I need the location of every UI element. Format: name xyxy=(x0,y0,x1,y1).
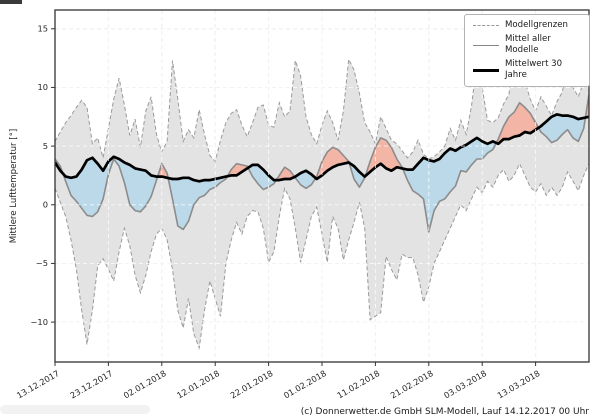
cold-anomaly-fill xyxy=(63,156,158,217)
screenshot-crop-artifact xyxy=(0,405,150,414)
x-tick-label: 13.12.2017 xyxy=(15,368,61,400)
legend-item-model-mean: Mittel aller Modelle xyxy=(473,34,583,56)
y-tick-label: −5 xyxy=(36,258,48,268)
source-caption: (c) Donnerwetter.de GmbH SLM-Modell, Lau… xyxy=(300,407,589,417)
axis-ticks xyxy=(51,28,537,366)
x-tick-label: 02.01.2018 xyxy=(122,368,168,400)
climate-mean-line xyxy=(55,113,589,183)
screenshot-crop-artifact xyxy=(0,0,22,4)
x-tick-label: 12.01.2018 xyxy=(175,368,221,400)
cold-anomaly-fill xyxy=(402,137,497,232)
legend-label: Mittel aller Modelle xyxy=(505,34,551,55)
black-line-swatch-icon xyxy=(473,68,499,72)
legend-item-model-bounds: Modellgrenzen xyxy=(473,20,583,31)
gray-line-swatch-icon xyxy=(473,44,499,46)
legend-item-climate-mean: Mittelwert 30 Jahre xyxy=(473,59,583,81)
warm-anomaly-fill xyxy=(227,163,249,177)
cold-anomaly-fill xyxy=(538,114,586,143)
model-mean-line xyxy=(55,94,589,233)
warm-anomaly-fill xyxy=(157,163,169,178)
x-tick-label: 13.03.2018 xyxy=(495,368,541,400)
legend: Modellgrenzen Mittel aller Modelle Mitte… xyxy=(464,14,590,87)
cold-anomaly-fill xyxy=(349,162,366,188)
x-tick-label: 23.12.2017 xyxy=(68,368,114,400)
warm-anomaly-fill xyxy=(315,147,350,179)
warm-anomaly-fill xyxy=(496,102,539,144)
y-tick-label: −10 xyxy=(30,317,48,327)
y-tick-label: 5 xyxy=(43,141,48,151)
legend-label: Modellgrenzen xyxy=(505,20,568,30)
x-tick-label: 01.02.2018 xyxy=(282,368,328,400)
cold-anomaly-fill xyxy=(168,176,228,230)
x-tick-label: 22.01.2018 xyxy=(228,368,274,400)
y-tick-label: 15 xyxy=(37,24,48,34)
warm-anomaly-fill xyxy=(276,167,295,181)
x-tick-label: 03.03.2018 xyxy=(442,368,488,400)
dashed-line-swatch-icon xyxy=(473,25,499,26)
cold-anomaly-fill xyxy=(248,164,277,190)
x-tick-label: 11.02.2018 xyxy=(335,368,381,400)
x-tick-label: 21.02.2018 xyxy=(389,368,435,400)
legend-label: Mittelwert 30 Jahre xyxy=(505,59,563,80)
y-axis-label: Mittlere Lufttemperatur [°] xyxy=(9,128,19,244)
y-tick-label: 0 xyxy=(43,200,48,210)
y-tick-label: 10 xyxy=(37,82,48,92)
